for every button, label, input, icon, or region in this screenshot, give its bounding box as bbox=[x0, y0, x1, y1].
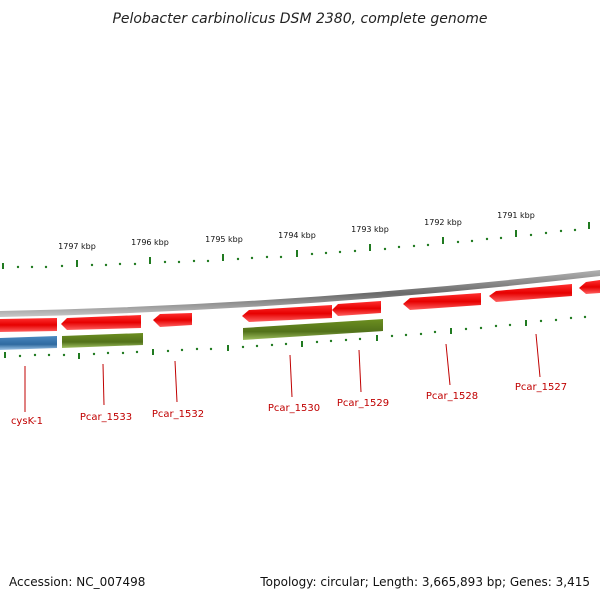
accession-label: Accession: NC_007498 bbox=[9, 575, 145, 589]
gene-label[interactable]: Pcar_1527 bbox=[515, 382, 567, 393]
gene-arrow[interactable] bbox=[579, 280, 600, 294]
rna-feature-green[interactable] bbox=[62, 333, 143, 348]
inner-scale-track bbox=[4, 315, 587, 359]
scale-tick-label: 1795 kbp bbox=[205, 235, 243, 244]
gene-label[interactable]: cysK-1 bbox=[11, 416, 43, 427]
gene-label-leaders bbox=[24, 333, 541, 412]
gene-label[interactable]: Pcar_1530 bbox=[268, 403, 320, 414]
genome-backbone bbox=[0, 270, 600, 317]
scale-tick-label: 1791 kbp bbox=[497, 211, 535, 220]
scale-tick-label: 1797 kbp bbox=[58, 242, 96, 251]
gene-arrow[interactable] bbox=[153, 313, 192, 327]
outer-scale-track bbox=[2, 222, 590, 269]
rna-feature-green[interactable] bbox=[243, 319, 383, 340]
scale-tick-label: 1796 kbp bbox=[131, 238, 169, 247]
scale-tick-label: 1794 kbp bbox=[278, 231, 316, 240]
gene-label[interactable]: Pcar_1532 bbox=[152, 409, 204, 420]
gene-label[interactable]: Pcar_1533 bbox=[80, 412, 132, 423]
rna-feature-blue[interactable] bbox=[0, 336, 57, 350]
gene-arrow[interactable] bbox=[0, 318, 57, 332]
map-title: Pelobacter carbinolicus DSM 2380, comple… bbox=[112, 11, 487, 27]
gene-arrow[interactable] bbox=[403, 293, 481, 310]
gene-arrow[interactable] bbox=[489, 284, 572, 302]
gene-label[interactable]: Pcar_1529 bbox=[337, 398, 389, 409]
topology-label: Topology: circular; Length: 3,665,893 bp… bbox=[259, 575, 590, 589]
gene-arrow[interactable] bbox=[332, 301, 381, 316]
gene-arrow[interactable] bbox=[61, 315, 141, 330]
gene-arrow[interactable] bbox=[242, 305, 332, 322]
scale-tick-label: 1793 kbp bbox=[351, 225, 389, 234]
scale-tick-label: 1792 kbp bbox=[424, 218, 462, 227]
forward-strand-genes bbox=[0, 280, 600, 332]
reverse-strand-features bbox=[0, 319, 383, 350]
gene-label[interactable]: Pcar_1528 bbox=[426, 391, 478, 402]
